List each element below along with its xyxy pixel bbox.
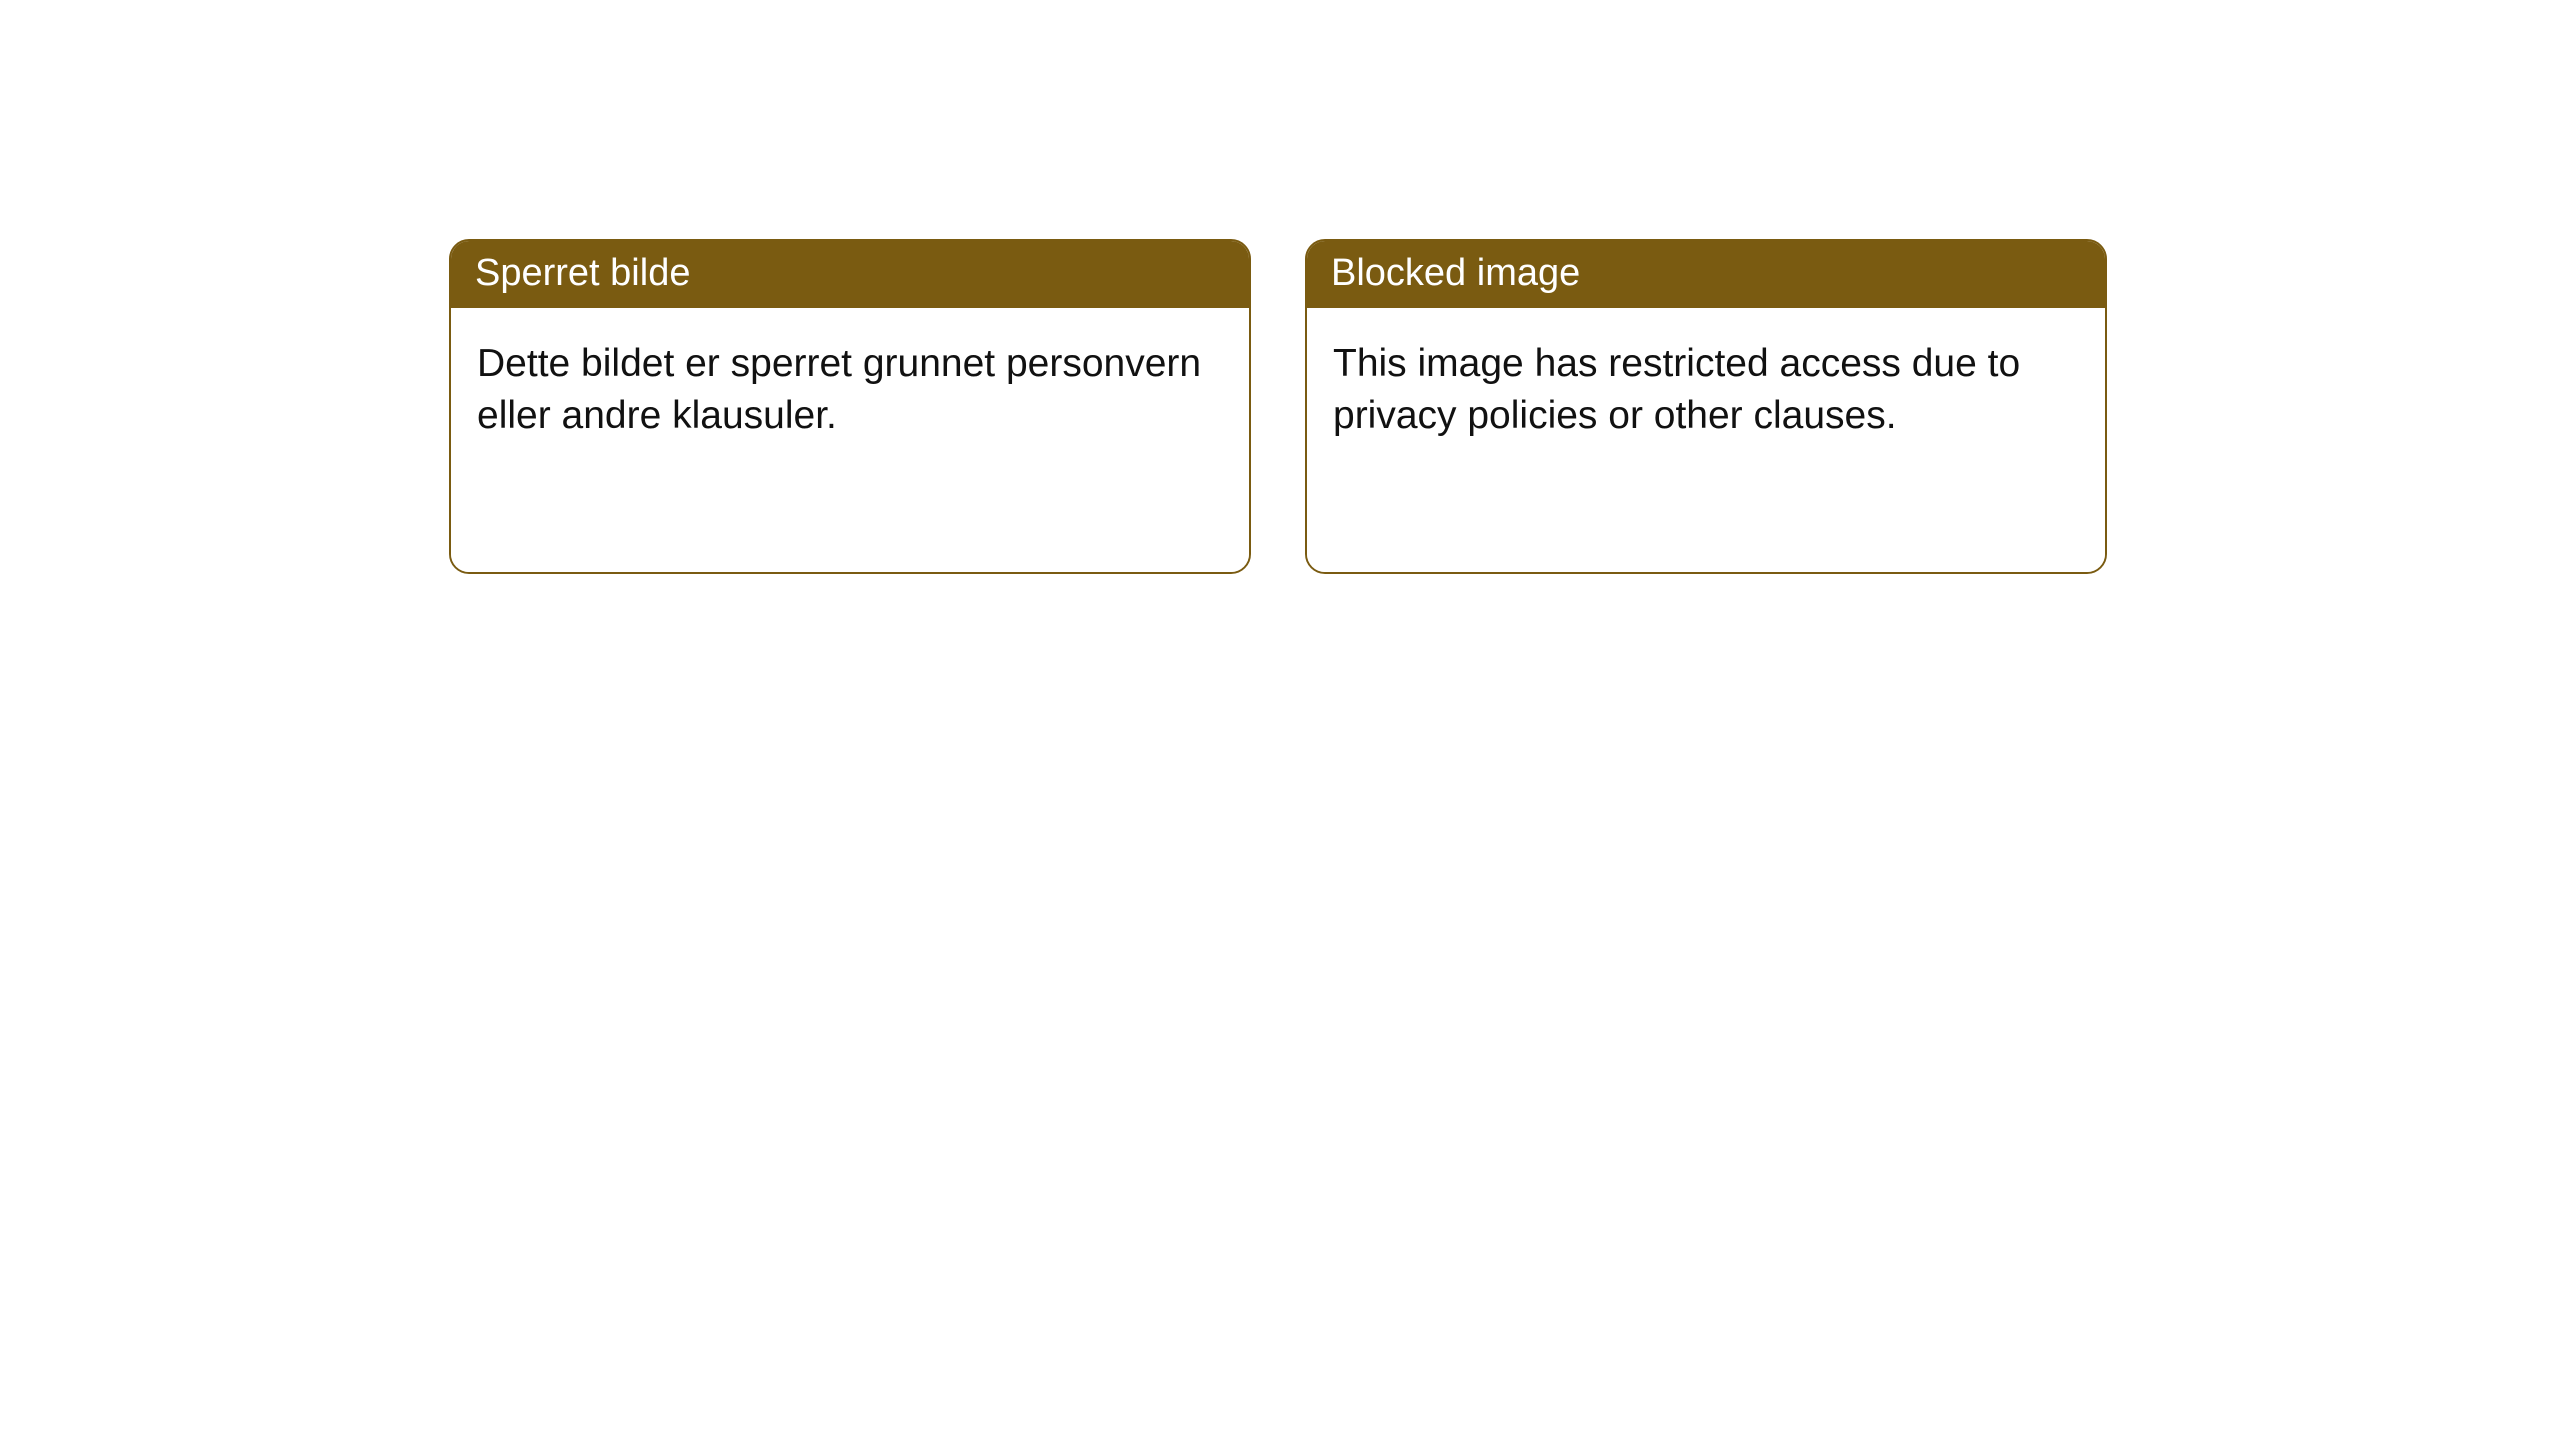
- notice-card-no-body: Dette bildet er sperret grunnet personve…: [451, 308, 1249, 572]
- notice-card-en: Blocked image This image has restricted …: [1305, 239, 2107, 574]
- notice-card-no-title: Sperret bilde: [451, 241, 1249, 308]
- notice-card-no: Sperret bilde Dette bildet er sperret gr…: [449, 239, 1251, 574]
- notice-card-en-title: Blocked image: [1307, 241, 2105, 308]
- notice-card-en-body: This image has restricted access due to …: [1307, 308, 2105, 572]
- notice-container: Sperret bilde Dette bildet er sperret gr…: [0, 0, 2560, 574]
